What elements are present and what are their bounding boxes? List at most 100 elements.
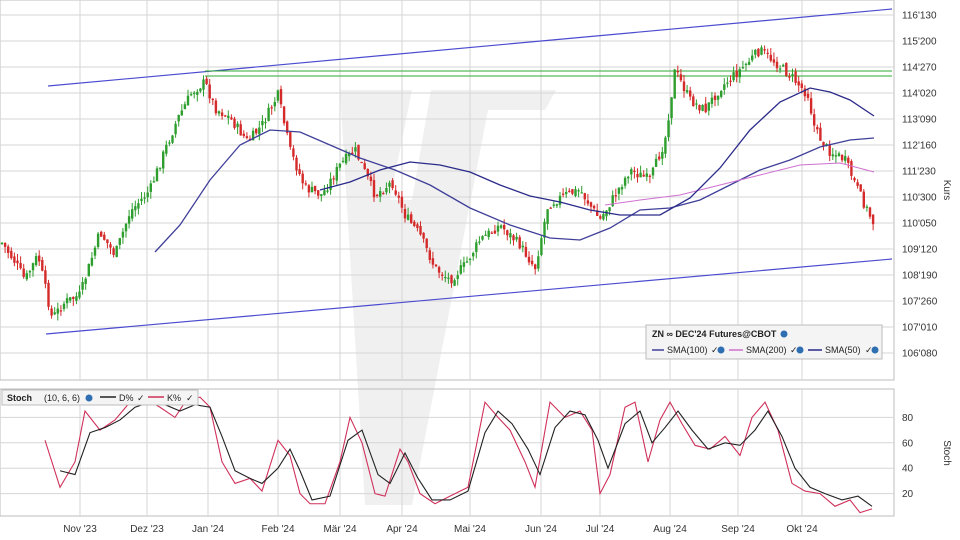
stoch-y-tick-label: 40 [902,464,914,475]
candle-body [527,256,531,263]
candle-body [831,154,834,157]
candle-body [518,237,521,249]
candle-body [648,175,652,177]
candle-body [478,241,481,243]
candle-body [127,216,131,224]
candle-body [459,265,462,274]
candle-body [273,101,276,107]
candle-body [729,80,732,82]
candle-body [233,118,236,128]
candle-body [524,246,528,257]
candle-body [354,147,357,152]
candle-body [555,204,559,206]
candle-body [788,76,791,78]
candle-body [56,308,59,314]
candle-body [279,89,283,105]
candle-body [87,263,90,277]
candle-body [608,207,611,212]
candle-body [800,83,803,88]
candle-body [310,186,314,193]
candle-body [388,182,391,187]
candle-body [661,151,664,159]
candle-body [112,248,115,256]
legend-sma50: SMA(50) [825,345,861,355]
candle-body [230,117,233,120]
candle-body [410,214,413,223]
stoch-params: (10, 6, 6) [44,393,80,403]
x-tick-label: Apr '24 [386,524,418,535]
candle-body [267,107,270,121]
candle-body [425,238,428,249]
candle-body [227,115,230,119]
candle-body [620,187,624,190]
info-icon [796,346,804,354]
upper-channel-line [47,8,893,87]
y-axis-ticks: 106'080 107'010 107'260 108'190 109'120 110'0… [902,11,938,501]
stoch-legend[interactable]: Stoch (10, 6, 6) D% ✓ K% ✓ [1,389,199,406]
y-tick-label: 114'020 [902,89,937,100]
candle-body [177,115,180,122]
candle-body [757,48,760,57]
candle-body [180,110,183,116]
candle-body [25,273,28,280]
y-tick-label: 110'300 [902,193,937,204]
price-legend[interactable]: ZN ∞ DEC'24 Futures@CBOT SMA(100) ✓ SMA(… [645,324,883,360]
candle-body [211,98,214,101]
candle-body [276,90,280,101]
candle-body [326,190,329,192]
candle-body [630,169,633,175]
candle-body [667,120,670,138]
candle-body [716,95,720,100]
x-tick-label: Okt '24 [786,524,818,535]
candle-body [782,64,785,67]
candle-body [413,221,416,227]
candle-body [685,90,689,93]
candle-body [59,310,63,312]
legend-sma200: SMA(200) [746,345,787,355]
candle-body [571,189,574,194]
candle-body [38,255,41,262]
candle-body [84,278,87,284]
candle-body [217,111,221,114]
candle-body [10,250,13,259]
candle-body [534,264,537,270]
candle-body [202,79,205,90]
svg-text:✓: ✓ [186,393,194,403]
candle-body [791,74,794,76]
candle-body [34,256,38,266]
candle-body [360,161,363,164]
candle-body [583,193,586,200]
candle-body [162,151,165,169]
candle-body [741,67,745,69]
candle-body [239,124,242,136]
candle-body [837,153,841,156]
candle-body [747,61,751,65]
candle-body [16,260,19,264]
candle-body [512,235,515,241]
info-icon [85,394,93,402]
candle-body [422,232,425,239]
stoch-y-tick-label: 60 [902,438,914,449]
candle-body [744,63,748,66]
candle-body [769,54,772,61]
candle-body [658,156,661,160]
info-icon [780,330,788,338]
candle-body [41,260,44,271]
candle-body [382,193,385,195]
x-tick-label: Nov '23 [63,524,97,535]
candle-body [152,181,156,183]
candle-body [329,178,332,190]
candle-body [521,245,524,248]
candle-body [270,107,273,109]
candle-body [763,49,766,51]
candle-body [664,137,667,154]
candle-body [391,180,394,189]
candle-body [859,184,862,192]
candle-body [134,206,137,211]
candle-body [323,190,326,196]
candle-body [100,231,103,237]
candle-body [286,121,289,133]
candle-body [372,180,376,198]
candle-body [78,291,81,298]
